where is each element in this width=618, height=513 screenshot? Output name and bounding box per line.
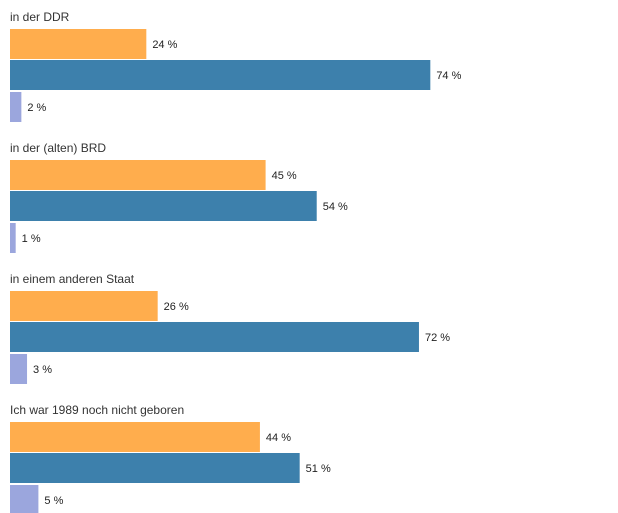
value-label: 3 % (33, 364, 52, 376)
value-label: 45 % (272, 170, 297, 182)
value-label: 24 % (152, 39, 177, 51)
bar-blue (10, 60, 431, 90)
bar-group: in einem anderen Staat 26 % 72 % 3 % (10, 272, 450, 384)
value-label: 5 % (44, 495, 63, 507)
bar-lavender (10, 223, 16, 253)
bar-orange (10, 29, 147, 59)
bar-lavender (10, 92, 22, 122)
value-label: 26 % (164, 301, 189, 313)
bar-orange (10, 422, 260, 452)
bar-group: in der DDR 24 % 74 % 2 % (10, 10, 462, 122)
value-label: 51 % (306, 463, 331, 475)
bar-blue (10, 453, 300, 483)
bar-orange (10, 160, 266, 190)
value-label: 1 % (22, 233, 41, 245)
bar-blue (10, 322, 419, 352)
group-label: in der (alten) BRD (10, 141, 106, 155)
value-label: 2 % (27, 102, 46, 114)
group-label: in einem anderen Staat (10, 272, 135, 286)
bar-blue (10, 191, 317, 221)
value-label: 44 % (266, 432, 291, 444)
bar-group: in der (alten) BRD 45 % 54 % 1 % (10, 141, 348, 253)
group-label: in der DDR (10, 10, 70, 24)
value-label: 72 % (425, 332, 450, 344)
bar-lavender (10, 485, 39, 513)
group-label: Ich war 1989 noch nicht geboren (10, 403, 184, 417)
bar-lavender (10, 354, 28, 384)
value-label: 74 % (436, 70, 461, 82)
bar-orange (10, 291, 158, 321)
value-label: 54 % (323, 201, 348, 213)
bar-group: Ich war 1989 noch nicht geboren 44 % 51 % 5… (10, 403, 331, 513)
plot-area: in der DDR 24 % 74 % 2 % in der (alten) BRD 4… (10, 10, 462, 513)
